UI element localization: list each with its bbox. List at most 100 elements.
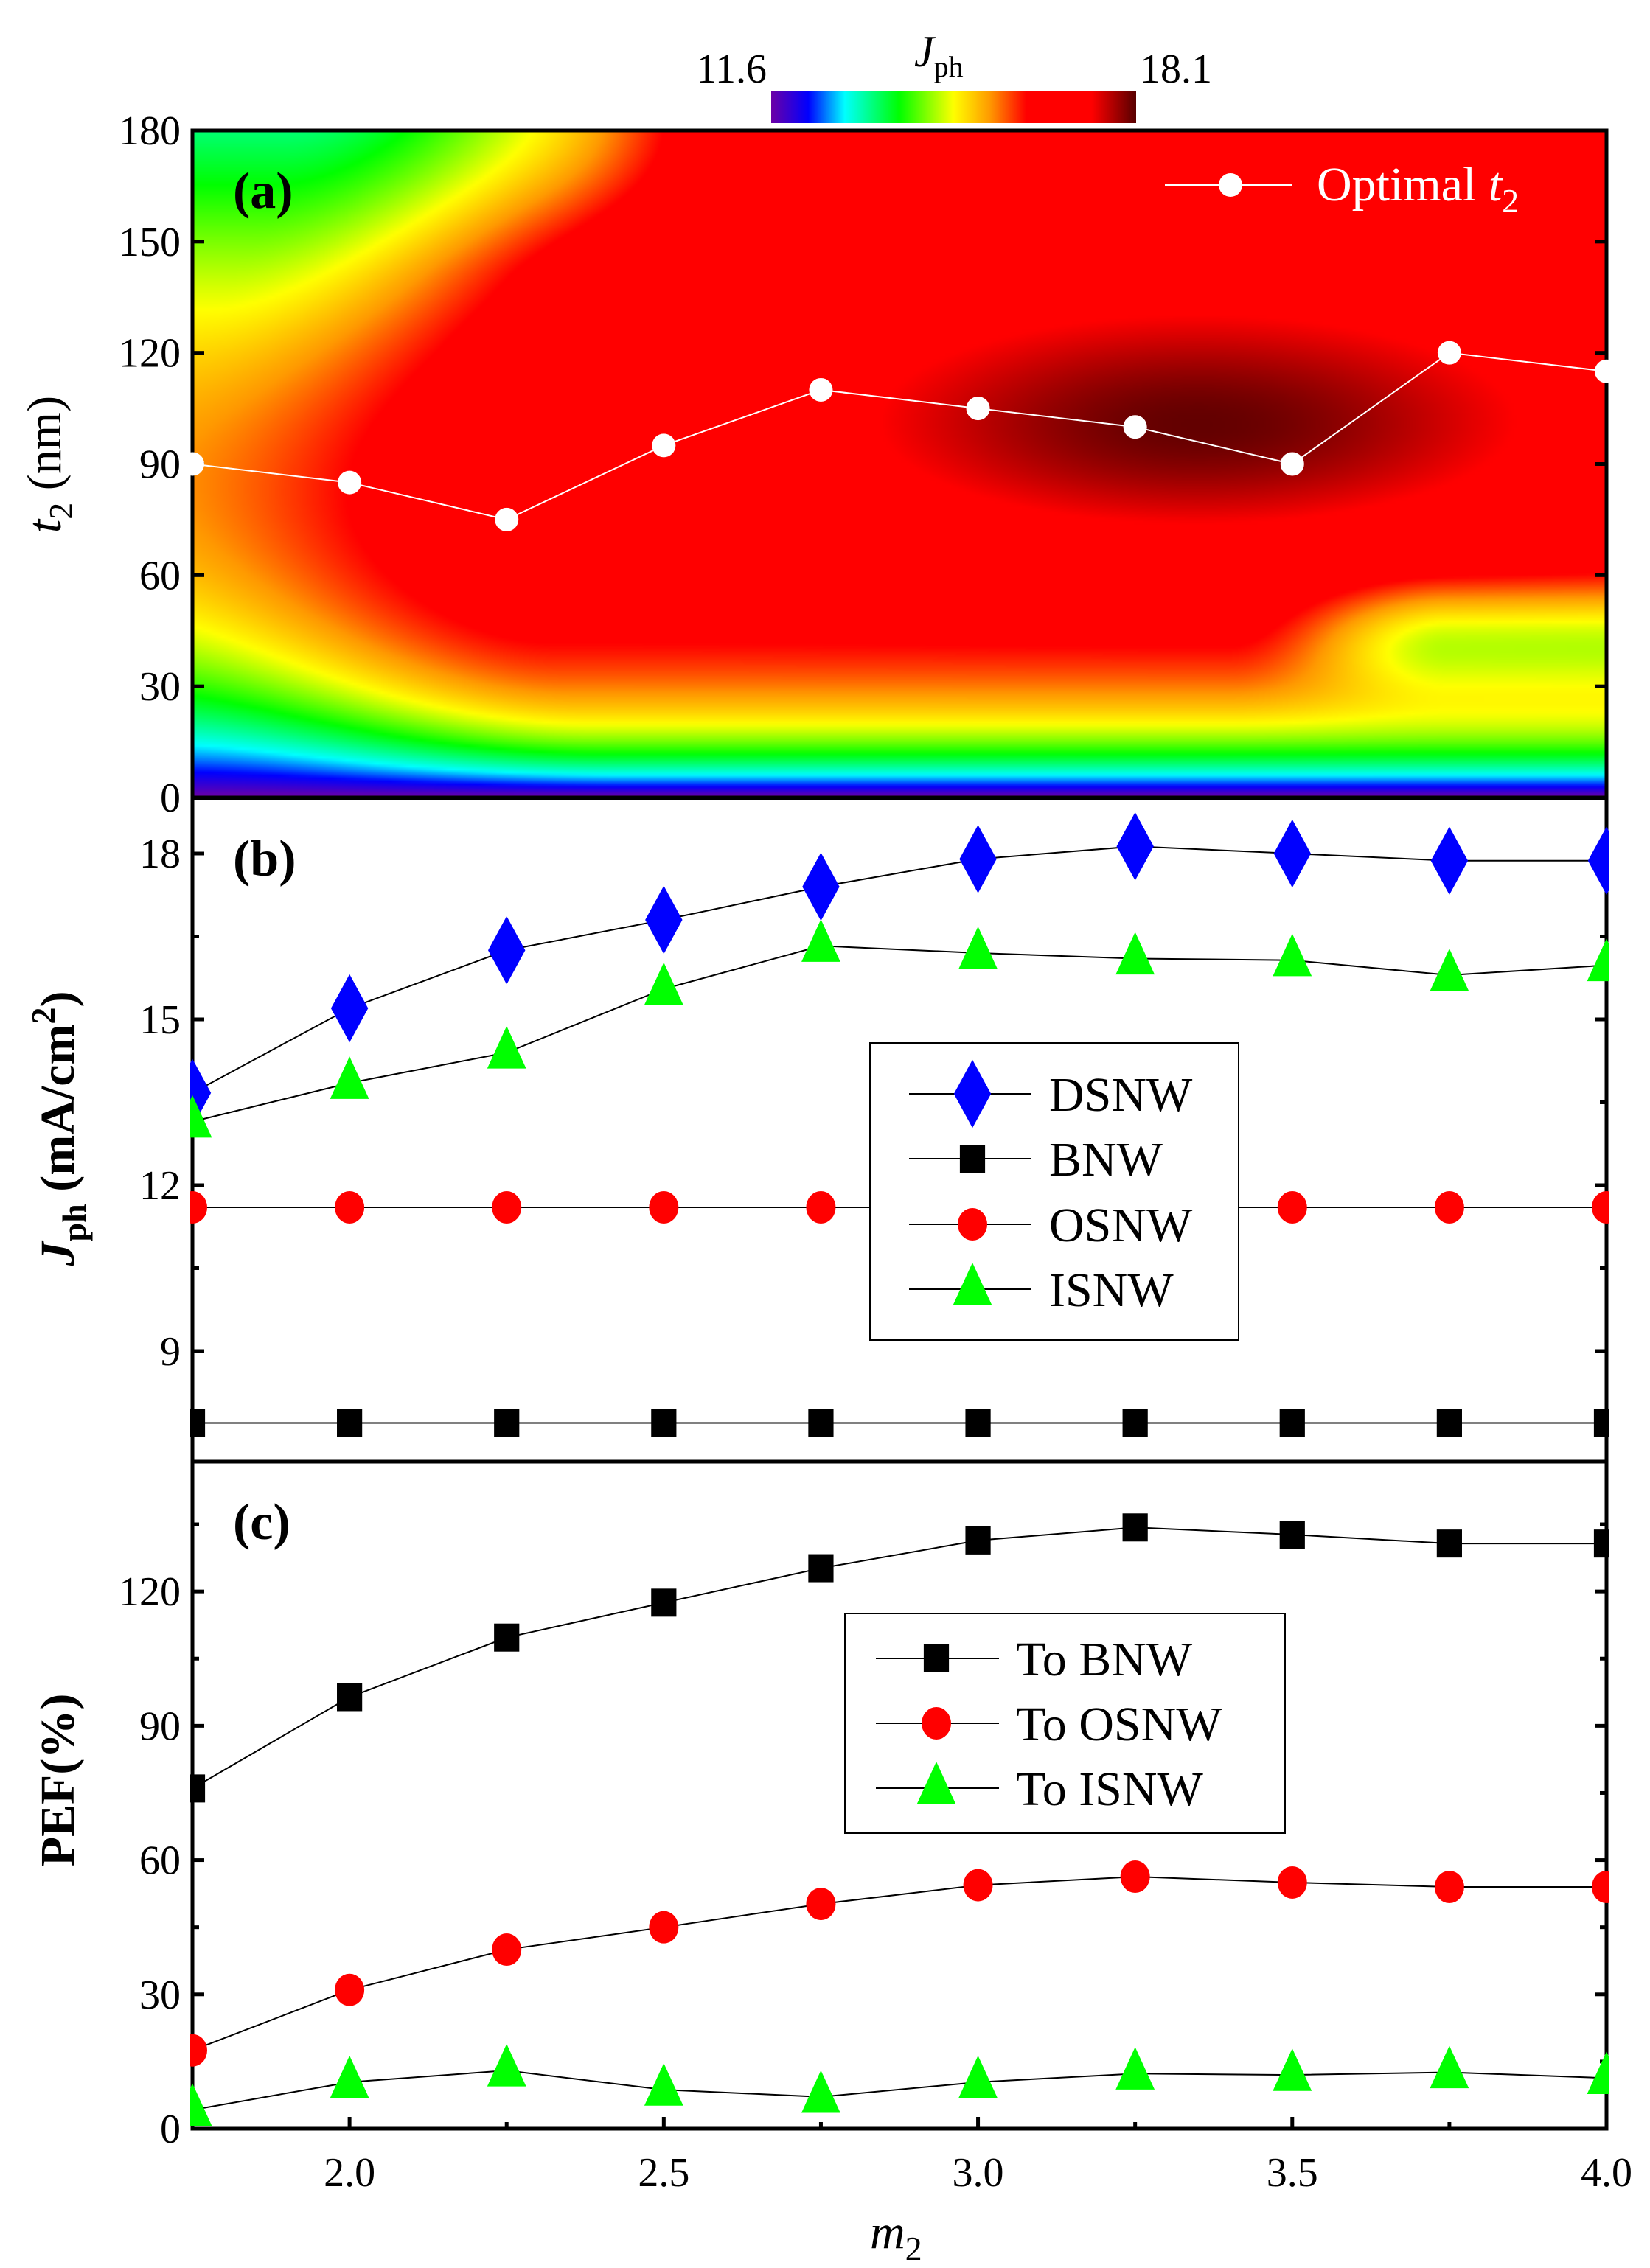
data-point-triangle bbox=[1115, 2047, 1155, 2090]
legend-box bbox=[869, 1042, 1239, 1341]
data-point-triangle bbox=[1430, 949, 1469, 991]
colorbar-max-label: 18.1 bbox=[1140, 46, 1212, 92]
data-point-square bbox=[1122, 1409, 1148, 1437]
data-point-triangle bbox=[644, 962, 683, 1005]
data-point-triangle bbox=[487, 1026, 526, 1069]
label-part: (nm) bbox=[18, 396, 72, 503]
colorbar-min-label: 11.6 bbox=[696, 46, 767, 92]
y-tick-label: 90 bbox=[139, 442, 181, 488]
legend-label: To BNW bbox=[1016, 1633, 1193, 1686]
data-point-circle bbox=[963, 1869, 993, 1902]
data-point-square bbox=[651, 1588, 677, 1617]
data-point-diamond bbox=[1116, 812, 1154, 881]
data-point-circle bbox=[649, 1911, 679, 1944]
legend-marker-square bbox=[923, 1644, 950, 1672]
panel-label: (a) bbox=[233, 163, 293, 220]
data-point-triangle bbox=[1587, 938, 1609, 982]
data-point-square bbox=[1279, 1521, 1305, 1549]
series-line-diamond bbox=[192, 845, 1607, 1094]
y-tick-label: 9 bbox=[160, 1329, 181, 1375]
data-point-circle bbox=[806, 1888, 836, 1921]
data-point-square bbox=[965, 1526, 991, 1555]
y-tick-label: 0 bbox=[160, 775, 181, 821]
series-line-triangle bbox=[192, 2070, 1607, 2111]
y-tick-label: 18 bbox=[139, 831, 181, 877]
label-part: m bbox=[870, 2205, 905, 2259]
optimal-t2-line bbox=[192, 352, 1607, 520]
data-point-square bbox=[190, 1774, 206, 1803]
optimal-t2-point bbox=[1123, 415, 1147, 439]
data-point-triangle bbox=[1430, 2045, 1469, 2089]
x-tick-label: 4.0 bbox=[1581, 2150, 1632, 2196]
legend-label: To ISNW bbox=[1016, 1762, 1204, 1816]
series-line-circle bbox=[192, 1876, 1607, 2051]
legend-marker-square bbox=[959, 1145, 986, 1173]
optimal-t2-point bbox=[966, 397, 990, 421]
label-part: t bbox=[18, 518, 72, 533]
panel-frame bbox=[190, 128, 1609, 800]
data-point-square bbox=[965, 1409, 991, 1437]
data-point-triangle bbox=[330, 2055, 369, 2098]
data-point-circle bbox=[1434, 1191, 1464, 1224]
y-tick-label: 30 bbox=[139, 1972, 181, 2018]
optimal-t2-point bbox=[1595, 359, 1618, 383]
optimal-t2-point bbox=[495, 507, 519, 531]
legend-marker-circle bbox=[958, 1208, 987, 1241]
label-part: J bbox=[31, 1240, 85, 1266]
legend-marker-triangle bbox=[916, 1762, 956, 1804]
panel-label: (c) bbox=[233, 1494, 290, 1551]
data-point-diamond bbox=[1273, 819, 1311, 888]
optimal-t2-point bbox=[181, 452, 204, 476]
y-tick-label: 120 bbox=[119, 1569, 181, 1615]
data-point-square bbox=[494, 1409, 520, 1437]
series-line-square bbox=[192, 1526, 1607, 1790]
data-point-square bbox=[1279, 1409, 1305, 1437]
data-point-triangle bbox=[1115, 932, 1155, 975]
legend-marker-diamond bbox=[953, 1059, 992, 1128]
legend-label: BNW bbox=[1049, 1133, 1163, 1187]
data-point-diamond bbox=[802, 852, 840, 921]
label-part: 2 bbox=[905, 2230, 922, 2267]
label-part: ) bbox=[31, 991, 85, 1008]
data-point-square bbox=[1122, 1513, 1148, 1542]
data-point-circle bbox=[1592, 1871, 1609, 1904]
label-part: 2 bbox=[24, 1008, 62, 1025]
data-point-circle bbox=[1434, 1871, 1464, 1904]
data-point-diamond bbox=[645, 885, 683, 955]
series-line-triangle bbox=[192, 945, 1607, 1123]
y-tick-label: 90 bbox=[139, 1703, 181, 1749]
y-tick-label: 30 bbox=[139, 664, 181, 710]
data-point-square bbox=[337, 1409, 363, 1437]
optimal-t2-point bbox=[338, 470, 362, 495]
data-point-circle bbox=[335, 1191, 365, 1224]
y-tick-label: 0 bbox=[160, 2107, 181, 2152]
data-point-square bbox=[1593, 1409, 1609, 1437]
optimal-t2-point bbox=[652, 433, 676, 458]
x-tick-label: 2.0 bbox=[324, 2150, 375, 2196]
data-point-diamond bbox=[488, 916, 526, 985]
data-point-circle bbox=[492, 1933, 522, 1967]
data-point-circle bbox=[1277, 1866, 1307, 1899]
data-point-triangle bbox=[801, 2070, 840, 2113]
y-tick-label: 60 bbox=[139, 553, 181, 599]
data-point-circle bbox=[492, 1191, 522, 1224]
legend-label: ISNW bbox=[1049, 1263, 1174, 1317]
data-point-diamond bbox=[959, 825, 997, 893]
data-point-triangle bbox=[330, 1056, 369, 1099]
label-part: (mA/cm bbox=[31, 1025, 85, 1204]
label-part: ph bbox=[55, 1204, 93, 1241]
y-axis-label-c: PEF(%) bbox=[31, 1694, 85, 1867]
data-point-square bbox=[1436, 1409, 1462, 1437]
label-part: ph bbox=[934, 50, 964, 83]
data-point-square bbox=[1593, 1529, 1609, 1558]
colorbar-title: Jph bbox=[914, 27, 964, 83]
optimal-t2-point bbox=[1280, 452, 1304, 476]
colorbar bbox=[771, 91, 1136, 123]
legend-label: To OSNW bbox=[1016, 1697, 1222, 1751]
legend-optimal-t2: Optimal t2 bbox=[1317, 158, 1519, 220]
label-part: Optimal bbox=[1317, 158, 1489, 212]
data-point-square bbox=[337, 1683, 363, 1712]
data-point-triangle bbox=[958, 2055, 998, 2098]
data-point-square bbox=[808, 1409, 834, 1437]
panel-label: (b) bbox=[233, 831, 296, 887]
